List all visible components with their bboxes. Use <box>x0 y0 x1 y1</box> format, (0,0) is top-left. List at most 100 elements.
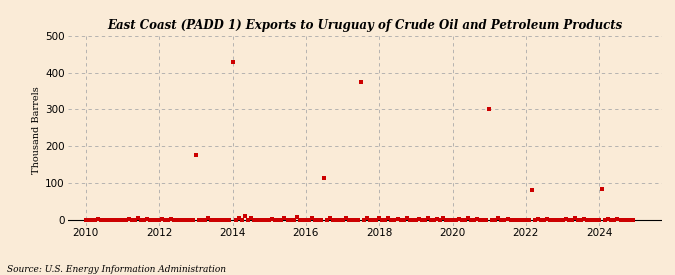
Point <box>273 218 284 222</box>
Point <box>624 218 635 222</box>
Point <box>572 218 583 222</box>
Point <box>490 218 501 222</box>
Point <box>267 217 277 221</box>
Point <box>447 218 458 222</box>
Point <box>597 186 608 191</box>
Point <box>202 216 213 221</box>
Point <box>456 218 467 222</box>
Point <box>505 218 516 222</box>
Point <box>136 218 146 222</box>
Point <box>200 218 211 222</box>
Point <box>86 218 97 222</box>
Point <box>618 218 629 222</box>
Point <box>252 218 263 222</box>
Point <box>236 218 247 222</box>
Point <box>285 218 296 222</box>
Point <box>124 217 134 221</box>
Point <box>389 218 400 222</box>
Text: Source: U.S. Energy Information Administration: Source: U.S. Energy Information Administ… <box>7 265 225 274</box>
Point <box>511 218 522 222</box>
Point <box>276 218 287 222</box>
Point <box>401 216 412 220</box>
Point <box>539 218 549 222</box>
Point <box>514 218 525 222</box>
Point <box>368 218 379 222</box>
Point <box>362 216 373 220</box>
Point <box>194 218 205 222</box>
Point <box>472 217 483 221</box>
Point <box>551 218 562 222</box>
Point <box>279 216 290 220</box>
Point <box>349 218 360 222</box>
Point <box>591 218 601 222</box>
Point <box>114 218 125 222</box>
Point <box>142 217 153 221</box>
Point <box>484 107 495 112</box>
Point <box>404 218 415 222</box>
Point <box>92 217 103 221</box>
Point <box>615 218 626 222</box>
Point <box>270 218 281 222</box>
Point <box>557 218 568 222</box>
Point <box>478 218 489 222</box>
Point <box>304 218 315 222</box>
Point <box>441 218 452 222</box>
Point <box>246 216 256 220</box>
Point <box>383 216 394 220</box>
Point <box>190 153 201 158</box>
Point <box>414 217 425 221</box>
Point <box>188 218 198 222</box>
Point <box>154 218 165 222</box>
Point <box>462 216 473 220</box>
Point <box>221 218 232 222</box>
Point <box>316 218 327 222</box>
Point <box>340 216 351 220</box>
Point <box>132 216 143 220</box>
Point <box>627 218 638 222</box>
Point <box>90 218 101 222</box>
Point <box>292 215 302 219</box>
Point <box>358 218 369 222</box>
Point <box>337 218 348 222</box>
Point <box>288 218 299 222</box>
Point <box>420 218 431 222</box>
Point <box>234 216 244 220</box>
Point <box>230 218 241 222</box>
Point <box>600 218 611 222</box>
Point <box>144 218 155 222</box>
Point <box>325 216 335 220</box>
Point <box>352 218 363 222</box>
Point <box>450 218 461 222</box>
Point <box>102 218 113 222</box>
Point <box>215 218 225 222</box>
Point <box>120 218 131 222</box>
Point <box>459 218 470 222</box>
Point <box>242 218 253 222</box>
Point <box>298 218 308 222</box>
Point <box>432 217 443 221</box>
Point <box>166 217 177 221</box>
Point <box>426 218 437 222</box>
Point <box>588 218 599 222</box>
Point <box>612 217 623 221</box>
Point <box>423 216 433 220</box>
Point <box>468 218 479 222</box>
Point <box>254 218 265 222</box>
Point <box>594 218 605 222</box>
Point <box>227 59 238 64</box>
Point <box>169 218 180 222</box>
Point <box>410 218 421 222</box>
Point <box>578 217 589 221</box>
Point <box>496 218 507 222</box>
Point <box>206 218 217 222</box>
Point <box>300 218 311 222</box>
Point <box>429 218 439 222</box>
Point <box>117 218 128 222</box>
Point <box>520 218 531 222</box>
Point <box>435 218 446 222</box>
Point <box>328 218 339 222</box>
Point <box>502 217 513 221</box>
Point <box>475 218 485 222</box>
Point <box>105 218 115 222</box>
Point <box>346 218 357 222</box>
